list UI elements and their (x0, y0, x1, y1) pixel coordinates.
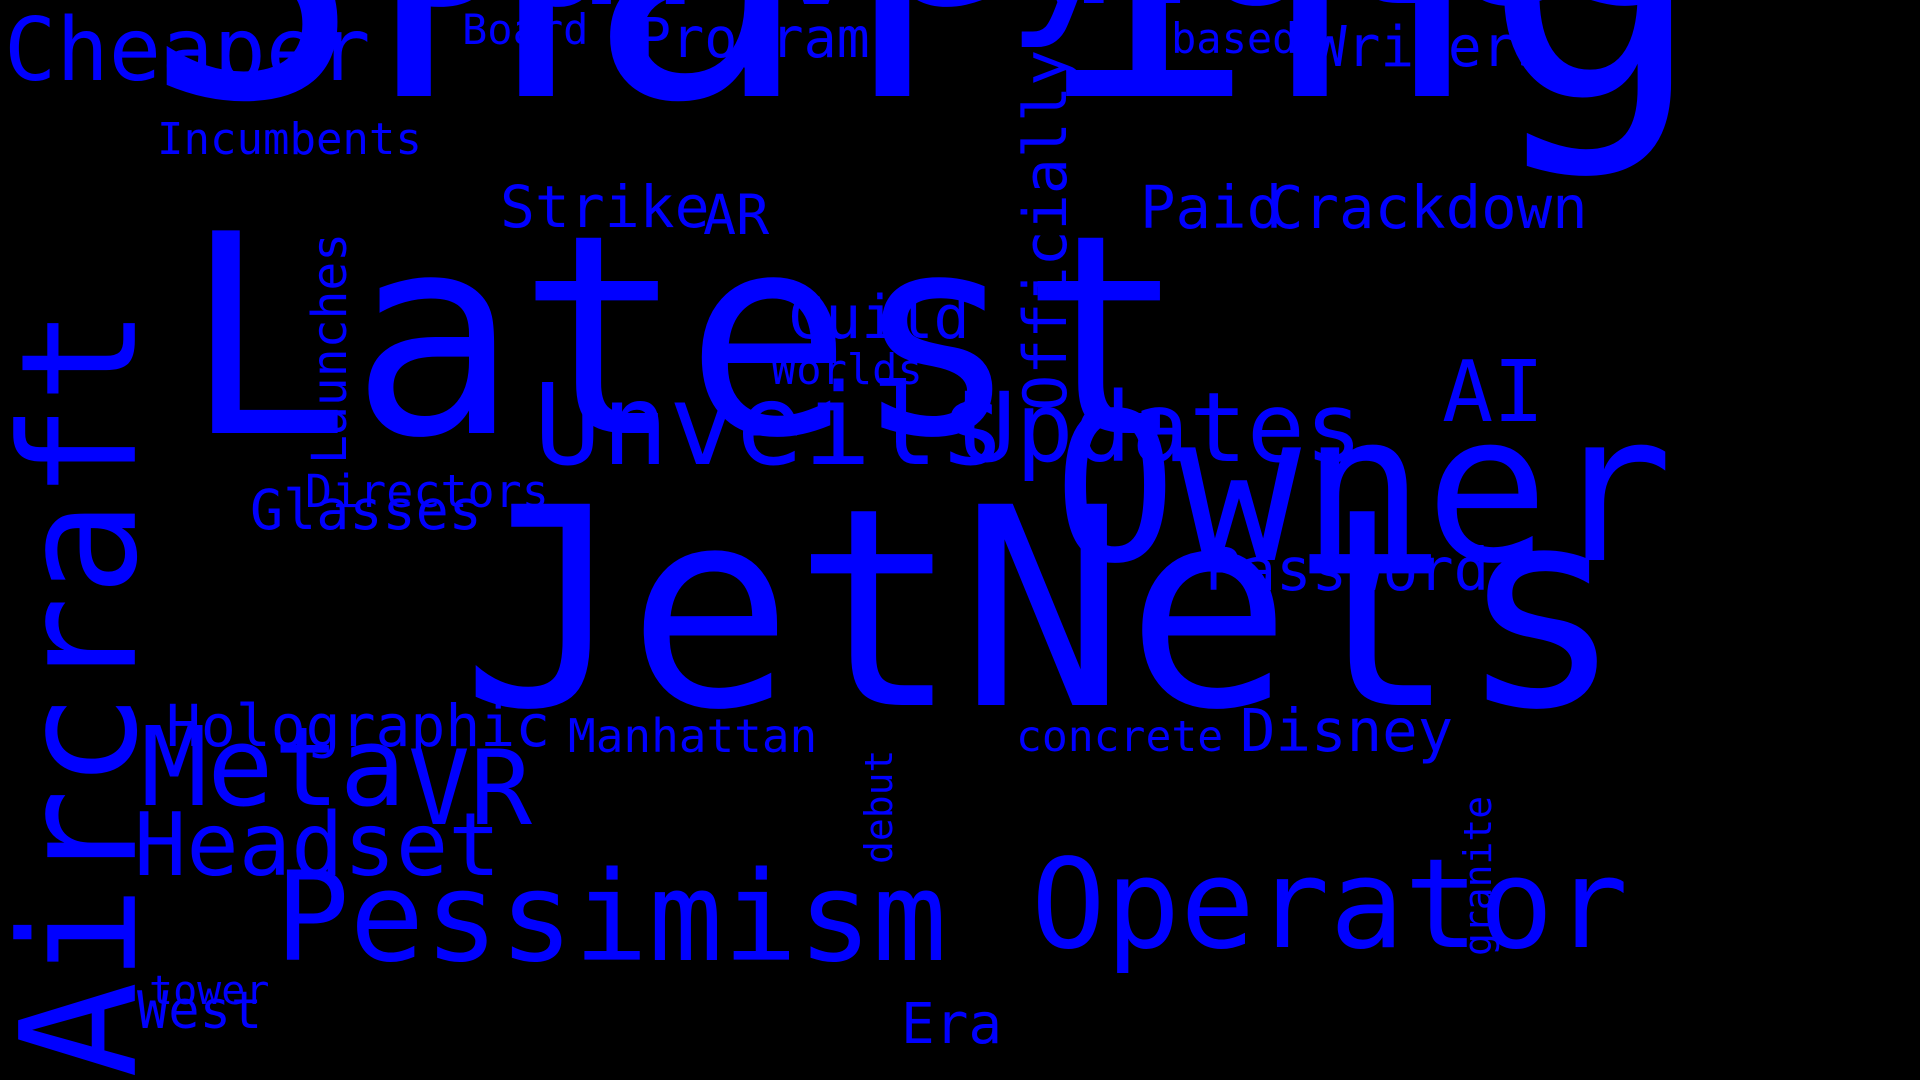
word-updates: Updates (958, 372, 1363, 485)
word-owner: Owner (1053, 369, 1674, 610)
word-tower: tower (149, 967, 270, 1014)
word-holographic: Holographic (166, 691, 551, 760)
word-disney: Disney (1240, 695, 1454, 765)
word-concrete: concrete (1016, 712, 1224, 763)
word-meta: Meta (141, 703, 406, 832)
word-debut: debut (856, 749, 901, 864)
word-glasses: Glasses (250, 478, 482, 543)
word-west: West (137, 981, 263, 1042)
word-vr: VR (408, 728, 533, 849)
word-worlds: Worlds (771, 345, 923, 395)
word-pessimism: Pessimism (275, 846, 947, 991)
word-crackdown: Crackdown (1268, 172, 1588, 242)
word-aircraft: Aircraft (0, 307, 173, 1078)
word-password: Password (1205, 534, 1490, 604)
word-headset: Headset (134, 794, 501, 897)
word-writers: Writers (1313, 15, 1550, 81)
word-launches: Launches (301, 232, 358, 464)
word-based: based (1171, 14, 1298, 64)
word-ai: AI (1442, 342, 1545, 442)
word-program: Program (638, 6, 870, 71)
word-paid: Paid (1140, 172, 1283, 242)
word-strike: Strike (500, 172, 710, 241)
word-granite: granite (1455, 795, 1500, 956)
word-guild: Guild (789, 283, 970, 354)
word-incumbents: Incumbents (157, 113, 422, 165)
word-jetnets: JetNets (461, 449, 1625, 771)
word-cheaper: Cheaper (4, 0, 371, 102)
word-survey: Survey (380, 0, 1128, 36)
word-board: Board (462, 5, 589, 55)
word-operator: Operator (1031, 833, 1629, 978)
word-ar: AR (703, 183, 770, 248)
word-manhattan: Manhattan (568, 709, 818, 764)
word-unveils: Unveils (534, 360, 1007, 491)
word-notes: Notes (1070, 0, 1690, 35)
word-directors: Directors (305, 464, 549, 518)
word-era: Era (901, 992, 1003, 1058)
word-sharing: Sharing (138, 0, 1706, 154)
word-latest: Latest (183, 175, 1188, 500)
word-officially: Officially (1010, 49, 1081, 411)
